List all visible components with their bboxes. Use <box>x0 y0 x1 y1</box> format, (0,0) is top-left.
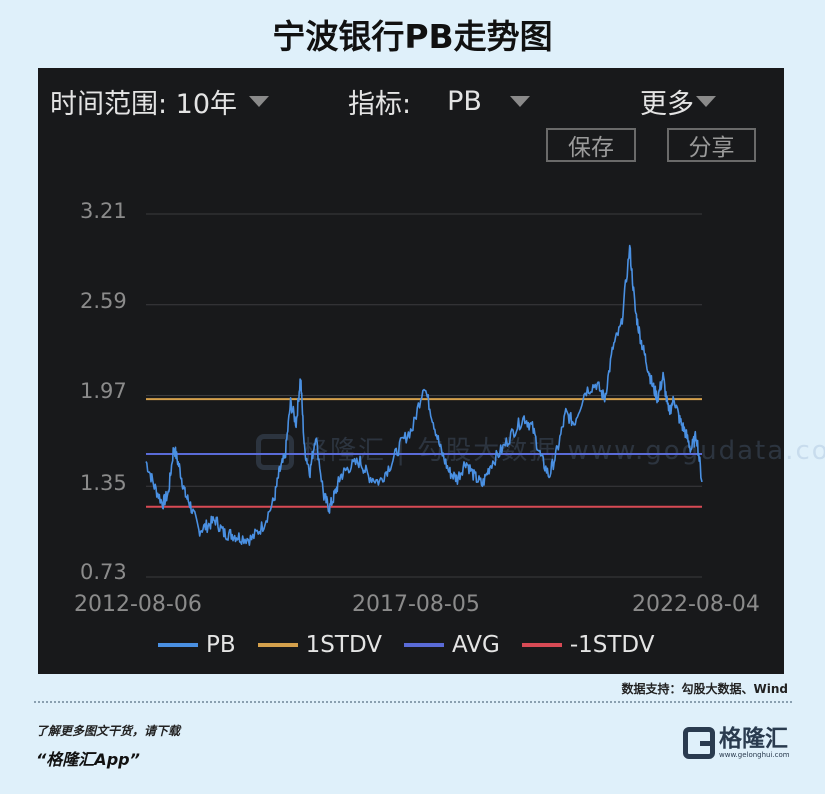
indicator-selector[interactable]: 指标: PB <box>348 82 530 121</box>
x-tick-label: 2017-08-05 <box>352 592 480 617</box>
chart-panel: 时间范围: 10年 指标: PB 更多 保存 分享 格隆汇 | 勾股大数据 ww… <box>38 68 825 674</box>
legend-item-1stdv[interactable]: 1STDV <box>257 632 382 658</box>
x-tick-label: 2012-08-06 <box>74 592 202 617</box>
y-tick-label: 2.59 <box>80 289 127 313</box>
legend-swatch <box>521 643 562 647</box>
y-tick-label: 1.35 <box>80 471 127 495</box>
promo-text: 了解更多图文干货，请下载 <box>36 724 181 738</box>
more-menu[interactable]: 更多 <box>640 82 716 121</box>
y-tick-label: 1.97 <box>80 379 127 403</box>
range-label: 时间范围: 10年 <box>50 89 238 120</box>
indicator-label: 指标: <box>348 89 412 120</box>
legend-item-minus-1stdv[interactable]: -1STDV <box>521 632 654 658</box>
legend-swatch <box>257 643 298 647</box>
save-button[interactable]: 保存 <box>546 128 636 162</box>
brand-logo: 格隆汇 www.gelonghui.com <box>683 727 790 759</box>
page-title: 宁波银行PB走势图 <box>272 17 553 56</box>
brand-name: 格隆汇 <box>719 726 788 752</box>
indicator-value: PB <box>447 86 482 117</box>
plot-area <box>145 213 703 578</box>
app-name: “格隆汇App” <box>36 750 140 769</box>
watermark: 格隆汇 | 勾股大数据 www.gogudata.com <box>256 430 825 470</box>
watermark-logo-icon <box>256 433 294 470</box>
chevron-down-icon <box>696 96 716 107</box>
y-tick-label: 0.73 <box>80 560 127 584</box>
y-tick-label: 3.21 <box>80 199 127 223</box>
legend-item-pb[interactable]: PB <box>158 632 236 658</box>
chevron-down-icon <box>509 96 530 107</box>
logo-icon <box>683 727 715 759</box>
data-source-note: 数据支持：勾股大数据、Wind <box>621 682 788 696</box>
more-label: 更多 <box>640 89 694 120</box>
x-tick-label: 2022-08-04 <box>632 592 760 617</box>
divider <box>34 701 792 703</box>
legend-item-avg[interactable]: AVG <box>403 632 500 658</box>
legend-swatch <box>158 643 198 647</box>
legend-swatch <box>403 643 444 647</box>
range-selector[interactable]: 时间范围: 10年 <box>50 82 270 121</box>
chevron-down-icon <box>249 96 270 107</box>
share-button[interactable]: 分享 <box>667 128 756 162</box>
legend: PB 1STDV AVG -1STDV <box>158 632 654 658</box>
brand-url: www.gelonghui.com <box>719 751 790 759</box>
pb-series-line <box>145 244 703 546</box>
